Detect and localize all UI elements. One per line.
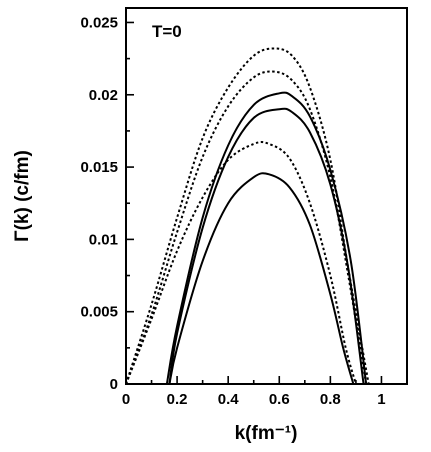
y-tick-label: 0.005 — [80, 304, 118, 321]
temperature-annotation: T=0 — [152, 22, 182, 41]
x-tick-label: 0 — [122, 391, 130, 408]
y-tick-label: 0.02 — [89, 87, 118, 104]
plot-frame — [125, 7, 408, 385]
series-line-2 — [125, 70, 368, 385]
x-tick-label: 0.4 — [218, 391, 240, 408]
series-line-3 — [165, 91, 368, 385]
y-tick-label: 0.015 — [80, 159, 118, 176]
series-line-4 — [168, 107, 365, 385]
y-tick-label: 0 — [110, 376, 118, 393]
y-tick-label: 0.025 — [80, 14, 118, 31]
x-tick-label: 1 — [377, 391, 385, 408]
series-line-5 — [125, 141, 357, 385]
series-line-1 — [125, 47, 370, 385]
series-layer — [125, 47, 370, 385]
y-axis-label: Γ(k) (c/fm) — [12, 150, 33, 242]
x-tick-label: 0.2 — [167, 391, 188, 408]
x-tick-label: 0.8 — [320, 391, 341, 408]
x-tick-label: 0.6 — [269, 391, 290, 408]
x-axis-label: k(fm⁻¹) — [235, 423, 298, 444]
series-line-6 — [168, 172, 355, 385]
y-tick-label: 0.01 — [89, 231, 118, 248]
tick-layer: 0 0.2 0.4 0.6 0.8 1 0 0.005 0.01 0.015 0.02 0.025 — [80, 14, 408, 408]
